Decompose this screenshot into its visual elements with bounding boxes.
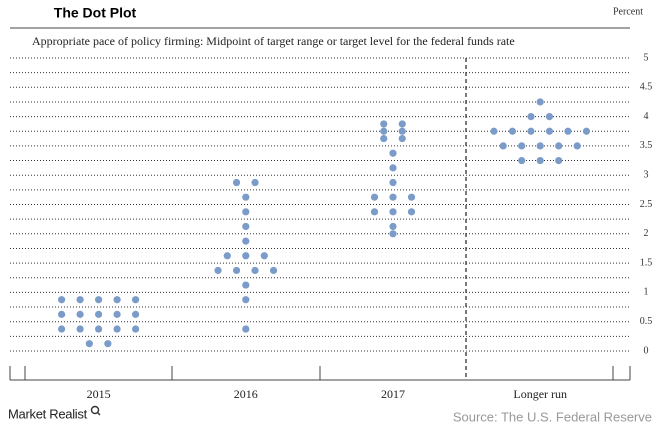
- dot: [232, 178, 241, 187]
- dot: [76, 296, 84, 304]
- dot: [389, 149, 397, 157]
- y-tick-label: 3: [644, 169, 649, 180]
- dot: [113, 325, 121, 333]
- dot: [380, 134, 388, 143]
- dot: [370, 193, 379, 201]
- dot: [573, 142, 581, 150]
- chart-subtitle: Appropriate pace of policy firming: Midp…: [32, 34, 515, 48]
- dot: [389, 193, 397, 201]
- dot: [536, 98, 544, 106]
- dot: [536, 142, 544, 150]
- dot: [398, 127, 406, 135]
- dot: [95, 296, 103, 304]
- dot: [242, 208, 250, 216]
- y-tick-label: 3.5: [640, 140, 653, 151]
- dot: [58, 325, 66, 333]
- dot: [490, 127, 498, 135]
- dot: [407, 193, 416, 201]
- dot: [214, 266, 222, 275]
- dot: [95, 325, 103, 333]
- dot: [260, 252, 268, 260]
- x-axis-ticks: [9, 366, 631, 380]
- dot: [555, 156, 563, 165]
- dot: [251, 178, 259, 187]
- dot: [545, 113, 554, 121]
- dot: [518, 142, 526, 150]
- dot: [564, 127, 572, 135]
- chart-title: The Dot Plot: [54, 5, 137, 21]
- y-tick-label: 2.5: [640, 199, 653, 210]
- dot: [389, 208, 397, 216]
- dot: [582, 127, 591, 135]
- x-tick-label: 2015: [87, 387, 111, 401]
- dot: [76, 325, 84, 333]
- dot: [527, 127, 535, 135]
- dot: [555, 142, 563, 150]
- dot: [251, 266, 259, 275]
- dot: [242, 296, 250, 304]
- y-tick-label: 4.5: [640, 82, 653, 93]
- dot: [232, 266, 241, 275]
- brand: Market Realist: [8, 406, 88, 421]
- dot: [76, 310, 84, 318]
- unit-label: Percent: [613, 6, 643, 17]
- dot: [132, 325, 140, 333]
- dot: [407, 208, 416, 216]
- dot: [389, 164, 397, 172]
- dot: [527, 113, 535, 121]
- dot: [518, 156, 526, 165]
- dot: [398, 120, 406, 128]
- dot: [242, 222, 250, 231]
- dot: [545, 127, 554, 135]
- dot: [242, 281, 250, 289]
- dot: [132, 296, 140, 304]
- y-tick-label: 5: [644, 52, 649, 63]
- dot: [242, 252, 250, 260]
- dot: [398, 134, 406, 143]
- dot: [58, 310, 66, 318]
- dot: [58, 296, 66, 304]
- dot: [95, 310, 103, 318]
- dot: [389, 230, 397, 238]
- y-tick-label: 1.5: [640, 257, 653, 268]
- dot: [223, 252, 231, 260]
- y-tick-label: 2: [644, 228, 649, 239]
- dot: [242, 193, 250, 201]
- dot: [269, 266, 278, 275]
- dot: [389, 178, 397, 187]
- dot: [389, 222, 397, 231]
- dot: [113, 296, 121, 304]
- y-tick-label: 1: [644, 287, 649, 298]
- dot: [242, 237, 250, 245]
- x-tick-label: 2017: [381, 387, 405, 401]
- source: Source: The U.S. Federal Reserve: [453, 409, 652, 424]
- dot: [132, 310, 140, 318]
- x-tick-label: 2016: [234, 387, 258, 401]
- dot: [508, 127, 517, 135]
- dot: [499, 142, 507, 150]
- dot: [85, 340, 93, 348]
- brand-icon: [90, 405, 101, 416]
- dot: [104, 340, 112, 348]
- y-tick-label: 0: [644, 345, 649, 356]
- y-tick-label: 4: [644, 111, 649, 122]
- dot: [370, 208, 379, 216]
- x-tick-label: Longer run: [513, 387, 567, 401]
- dot: [536, 156, 544, 165]
- y-tick-label: 0.5: [640, 316, 653, 327]
- dot: [113, 310, 121, 318]
- dot: [380, 120, 388, 128]
- dot: [380, 127, 388, 135]
- dot: [242, 325, 250, 333]
